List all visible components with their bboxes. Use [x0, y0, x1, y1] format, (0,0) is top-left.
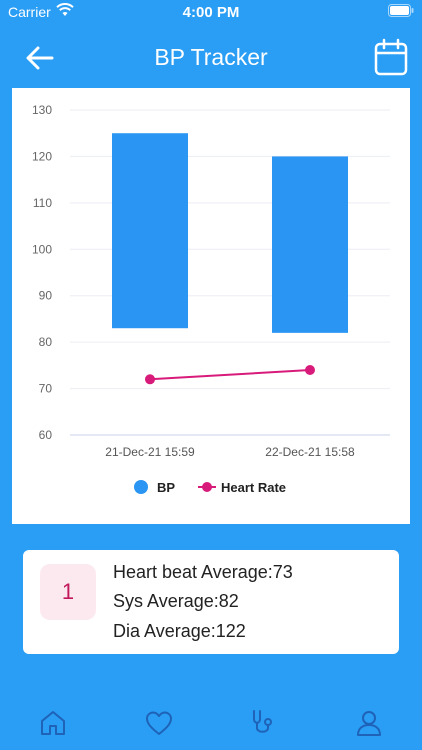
legend-bp-marker: [134, 480, 148, 494]
y-tick-label: 70: [39, 382, 53, 396]
sys-average: Sys Average:82: [113, 591, 239, 611]
calendar-icon[interactable]: [374, 38, 408, 76]
legend-heart-rate-marker: [202, 482, 212, 492]
x-tick-label: 22-Dec-21 15:58: [265, 445, 355, 459]
bp-bar: [112, 133, 188, 329]
y-tick-label: 120: [32, 149, 52, 163]
back-arrow-icon[interactable]: [24, 42, 56, 74]
y-tick-label: 90: [39, 289, 53, 303]
legend-heart-rate-label: Heart Rate: [221, 480, 286, 495]
tab-bar: [0, 694, 422, 750]
heart-rate-point: [305, 365, 315, 375]
y-tick-label: 110: [33, 196, 52, 210]
summary-card: 1 Heart beat Average:73 Sys Average:82 D…: [23, 550, 399, 654]
home-icon[interactable]: [38, 708, 68, 738]
page-title: BP Tracker: [154, 44, 268, 70]
nav-bar: BP Tracker: [0, 30, 422, 86]
heart-icon[interactable]: [144, 708, 174, 738]
heart-rate-line: [149, 369, 311, 381]
x-tick-label: 21-Dec-21 15:59: [105, 445, 195, 459]
status-bar: Carrier 4:00 PM: [0, 0, 422, 24]
dia-average: Dia Average:122: [113, 621, 246, 641]
legend-bp-label: BP: [157, 480, 175, 495]
bp-chart: 60 70 80 90 100 110 120 130 21-Dec-21 15:59 22-D…: [32, 103, 390, 495]
y-tick-label: 60: [39, 428, 53, 442]
status-time: 4:00 PM: [182, 4, 240, 21]
battery-icon: [388, 4, 414, 17]
bp-chart-card: 60 70 80 90 100 110 120 130 21-Dec-21 15:59 22-D…: [12, 88, 410, 524]
heart-rate-point: [145, 374, 155, 385]
y-tick-label: 100: [32, 242, 52, 256]
heart-beat-average: Heart beat Average:73: [113, 562, 293, 582]
user-icon[interactable]: [354, 708, 384, 738]
bp-bar: [272, 156, 348, 333]
stethoscope-icon[interactable]: [248, 708, 278, 738]
wifi-icon: [56, 3, 74, 16]
y-tick-label: 80: [39, 335, 53, 349]
carrier-label: Carrier: [8, 4, 51, 20]
y-tick-label: 130: [32, 103, 52, 117]
record-count-badge: 1: [40, 564, 96, 620]
